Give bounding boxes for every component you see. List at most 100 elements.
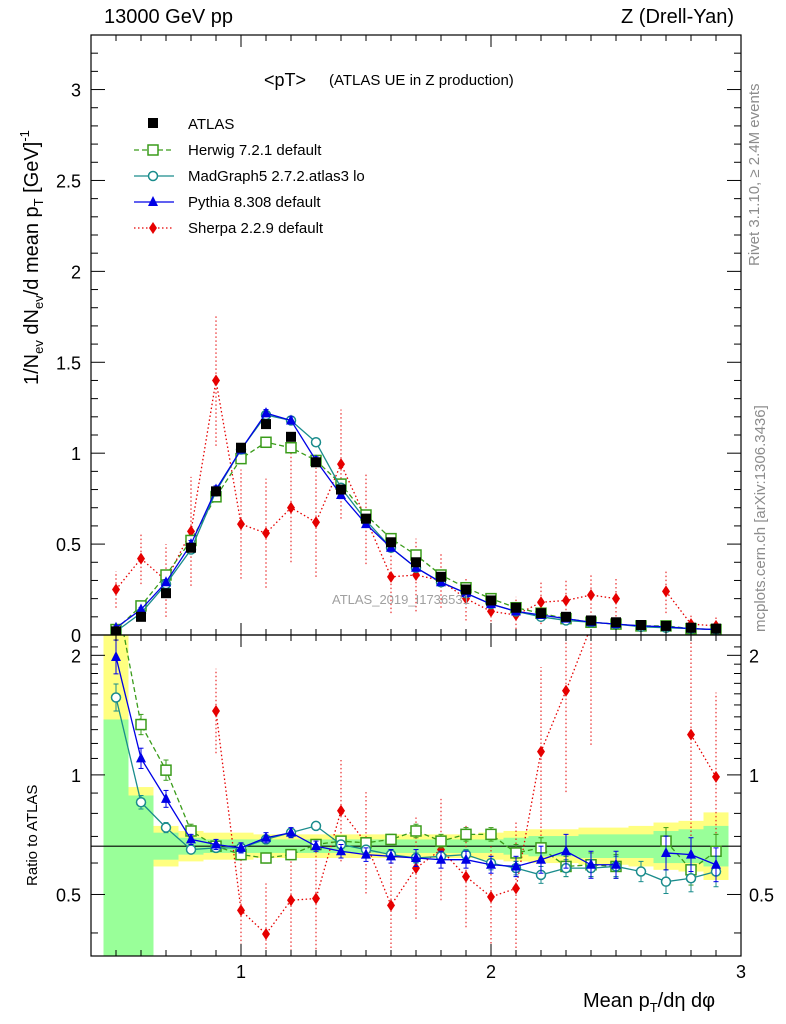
point-atlas: [236, 442, 246, 453]
y-tick-label-top: 0: [71, 626, 81, 646]
legend-label-sherpa: Sherpa 2.2.9 default: [188, 220, 324, 237]
main-title-primary: <pT>: [264, 70, 306, 90]
point-sherpa: [412, 862, 420, 875]
watermark: ATLAS_2019_I1736531: [332, 592, 470, 607]
band-stat: [128, 795, 154, 956]
series-line-herwig: [665, 840, 717, 871]
point-atlas: [361, 513, 371, 524]
y-tick-label-top: 2.5: [56, 171, 81, 191]
point-atlas: [711, 623, 721, 634]
y-axis-label-top-text: 1/Nev dNev/d mean pT [GeV]-1: [17, 130, 46, 385]
point-sherpa: [287, 501, 295, 514]
point-pythia: [386, 850, 396, 861]
point-pythia: [286, 826, 296, 837]
y-axis-label-bottom: Ratio to ATLAS: [24, 785, 41, 886]
point-sherpa: [337, 458, 345, 471]
point-madgraph5: [660, 876, 672, 887]
point-herwig: [410, 825, 422, 837]
point-pythia: [461, 853, 471, 864]
point-pythia: [286, 414, 296, 425]
x-tick-label: 1: [236, 962, 246, 982]
point-herwig: [435, 835, 447, 847]
point-atlas: [311, 457, 321, 468]
point-atlas: [136, 611, 146, 622]
point-atlas: [336, 484, 346, 495]
legend-item-atlas: ATLAS: [148, 116, 234, 133]
point-herwig: [285, 848, 297, 861]
point-madgraph5: [135, 797, 147, 808]
y-axis-label-top: 1/Nev dNev/d mean pT [GeV]-1: [17, 130, 46, 385]
y-tick-label-top: 2: [71, 262, 81, 282]
main-title-suffix: (ATLAS UE in Z production): [329, 72, 514, 89]
point-pythia: [436, 853, 446, 864]
point-atlas: [611, 617, 621, 628]
point-madgraph5: [310, 437, 322, 448]
point-pythia: [686, 848, 696, 859]
legend: ATLAS Herwig 7.2.1 default MadGraph5 2.7…: [134, 116, 365, 237]
x-tick-label: 3: [736, 962, 746, 982]
legend-marker-pythia: [148, 196, 158, 206]
point-sherpa: [387, 899, 395, 912]
point-sherpa: [312, 516, 320, 529]
y-tick-label-top: 1.5: [56, 353, 81, 373]
main-plot-marks: [110, 315, 722, 635]
series-line-sherpa: [215, 635, 589, 936]
point-sherpa: [612, 592, 620, 605]
y-tick-label-bottom-left: 1: [71, 766, 81, 786]
main-title: <pT> (ATLAS UE in Z production): [264, 70, 514, 90]
y-axis-label-bottom-text: Ratio to ATLAS: [24, 785, 41, 886]
point-madgraph5: [185, 844, 197, 855]
point-atlas: [286, 431, 296, 442]
y-tick-label-bottom-right: 1: [749, 766, 759, 786]
point-herwig: [260, 852, 272, 864]
point-pythia: [486, 858, 496, 869]
y-tick-label-bottom-right: 0.5: [749, 885, 774, 905]
point-herwig: [485, 828, 497, 841]
point-sherpa: [212, 374, 220, 387]
point-atlas: [436, 571, 446, 582]
point-sherpa: [537, 745, 545, 758]
point-herwig: [460, 828, 472, 841]
band-stat: [103, 719, 129, 956]
point-pythia: [661, 846, 671, 857]
point-madgraph5: [110, 692, 122, 703]
point-pythia: [261, 407, 271, 418]
point-sherpa: [462, 870, 470, 883]
point-herwig: [260, 436, 272, 449]
point-pythia: [311, 840, 321, 851]
ratio-uncertainty-bands: [91, 635, 741, 956]
point-pythia: [161, 792, 171, 803]
axes: 1 2 3 0 0.5 1 1.5 2 2.5 3 0.5 0.5 1 1 2 2: [56, 34, 774, 982]
point-madgraph5: [310, 820, 322, 832]
point-pythia: [586, 858, 596, 869]
legend-label-atlas: ATLAS: [188, 116, 234, 133]
point-atlas: [636, 620, 646, 630]
y-tick-label-top: 3: [71, 81, 81, 101]
point-sherpa: [237, 904, 245, 917]
point-atlas: [686, 622, 696, 633]
point-sherpa: [512, 882, 520, 895]
ratio-plot-marks: [110, 635, 722, 956]
legend-label-pythia: Pythia 8.308 default: [188, 194, 321, 211]
point-sherpa: [387, 570, 395, 583]
point-atlas: [186, 542, 196, 553]
legend-marker-madgraph: [147, 170, 159, 182]
point-sherpa: [187, 525, 195, 538]
point-pythia: [111, 650, 121, 661]
legend-label-herwig: Herwig 7.2.1 default: [188, 142, 322, 159]
x-axis-label-text: Mean pT/dη dφ: [583, 990, 715, 1015]
point-atlas: [511, 602, 521, 613]
point-sherpa: [287, 894, 295, 907]
point-pythia: [186, 833, 196, 844]
legend-item-madgraph: MadGraph5 2.7.2.atlas3 lo: [134, 168, 365, 185]
point-pythia: [161, 576, 171, 587]
bottom-frame: [90, 634, 742, 957]
point-madgraph5: [635, 866, 647, 877]
point-madgraph5: [160, 822, 172, 833]
point-pythia: [611, 858, 621, 869]
process-label: Z (Drell-Yan): [621, 6, 734, 28]
point-atlas: [411, 557, 421, 568]
point-atlas: [586, 615, 596, 626]
y-tick-label-top: 1: [71, 444, 81, 464]
